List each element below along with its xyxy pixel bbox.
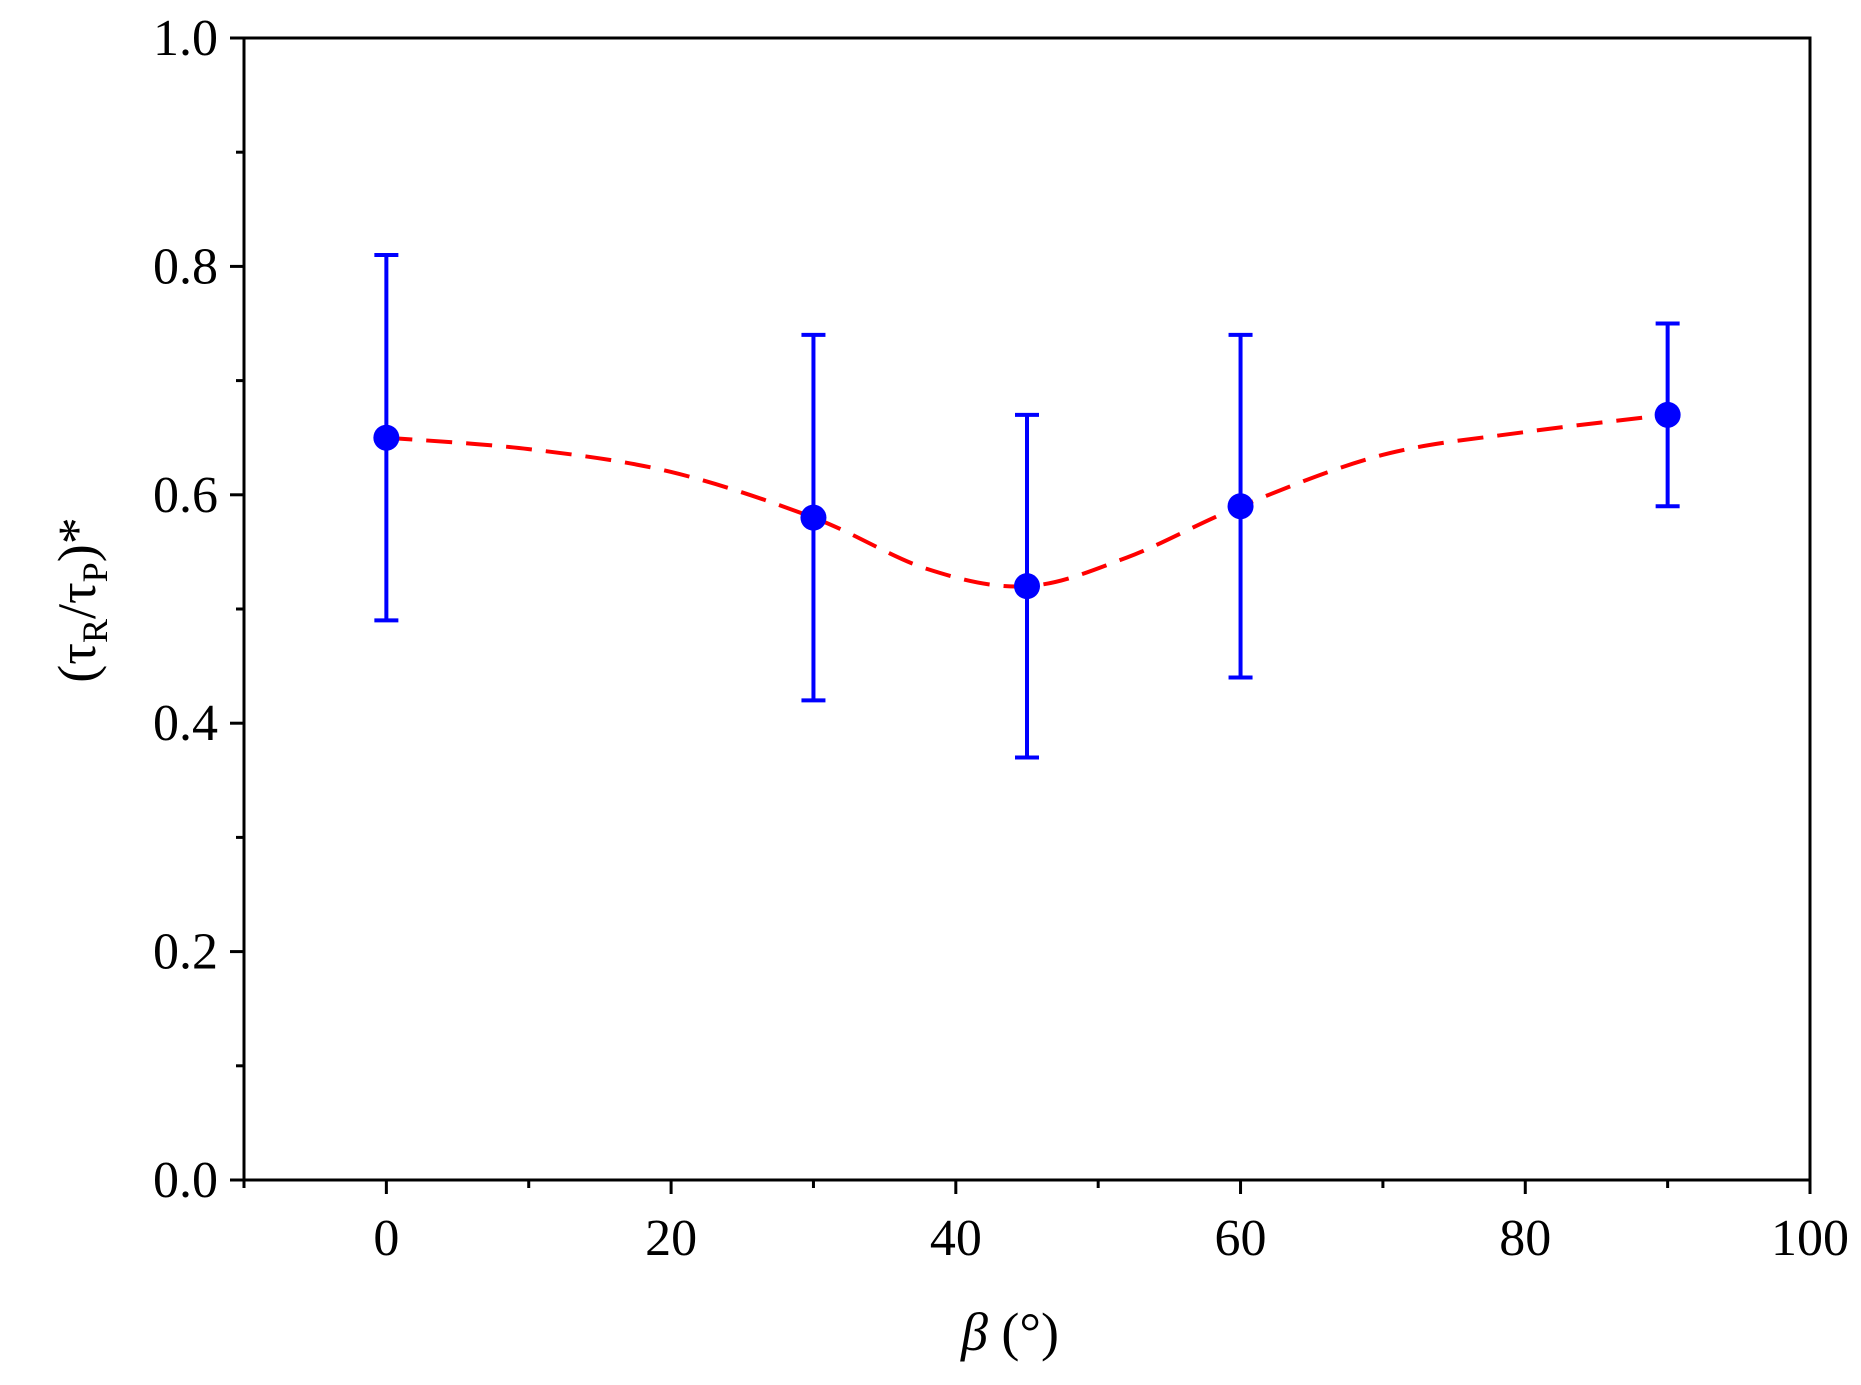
y-tick-label: 0.2: [153, 924, 218, 981]
y-tick-label: 0.8: [153, 238, 218, 295]
errorbar-layer: [374, 252, 1680, 760]
y-tick-label: 0.0: [153, 1152, 218, 1209]
x-tick-label: 100: [1771, 1210, 1849, 1267]
x-axis-symbol: β: [960, 1302, 988, 1362]
x-tick-label: 0: [373, 1210, 399, 1267]
data-point: [1227, 493, 1254, 520]
data-point: [373, 424, 400, 451]
y-axis-title-open: (τ: [47, 643, 107, 683]
y-axis-title: (τR/τP)*: [47, 517, 115, 682]
x-tick-label: 60: [1215, 1210, 1267, 1267]
data-points-layer: [373, 401, 1681, 600]
y-axis-title-mid: /τ: [47, 582, 107, 619]
tick-labels: 0 20 40 60 80 100 0.0 0.2 0.4 0.6 0.8 1.0: [153, 10, 1849, 1267]
x-tick-label: 80: [1499, 1210, 1551, 1267]
y-tick-label: 0.4: [153, 695, 218, 752]
y-axis-title-sub-r: R: [75, 619, 115, 643]
data-point: [800, 504, 827, 531]
data-point: [1014, 573, 1040, 600]
x-tick-label: 40: [930, 1210, 982, 1267]
x-axis-title: β (°): [960, 1302, 1059, 1362]
axes: [230, 36, 1812, 1194]
x-tick-label: 20: [645, 1210, 697, 1267]
x-axis-unit: (°): [988, 1302, 1059, 1362]
y-axis-title-sub-p: P: [75, 562, 115, 582]
data-point: [1654, 401, 1681, 428]
y-axis-title-close: )*: [47, 517, 107, 562]
y-tick-label: 0.6: [153, 467, 218, 524]
y-tick-label: 1.0: [153, 10, 218, 67]
